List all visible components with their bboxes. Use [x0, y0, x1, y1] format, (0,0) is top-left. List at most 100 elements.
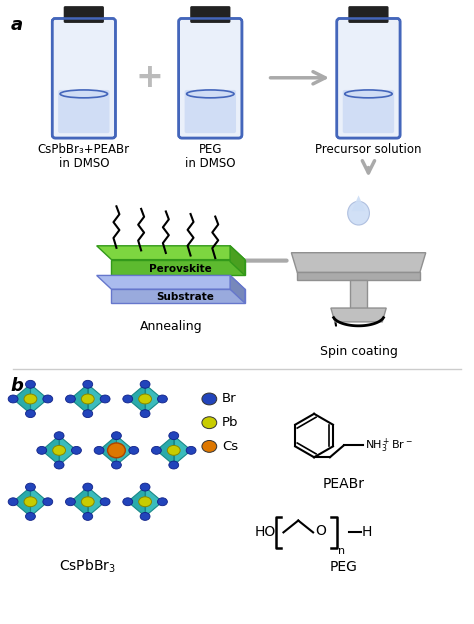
Text: PEG: PEG [199, 143, 222, 156]
Text: Annealing: Annealing [139, 320, 202, 333]
Ellipse shape [83, 410, 93, 417]
Ellipse shape [169, 432, 179, 440]
Polygon shape [88, 487, 105, 517]
FancyBboxPatch shape [184, 90, 236, 133]
Ellipse shape [202, 441, 217, 452]
Ellipse shape [140, 483, 150, 491]
Polygon shape [145, 384, 163, 414]
FancyBboxPatch shape [52, 19, 116, 138]
Ellipse shape [111, 461, 121, 469]
Ellipse shape [54, 432, 64, 440]
Text: in DMSO: in DMSO [185, 157, 236, 170]
Ellipse shape [139, 497, 152, 507]
FancyBboxPatch shape [343, 90, 394, 133]
Ellipse shape [26, 512, 36, 520]
Ellipse shape [54, 461, 64, 469]
Ellipse shape [348, 202, 369, 225]
Text: Substrate: Substrate [157, 292, 215, 302]
Text: HO: HO [255, 525, 276, 539]
Ellipse shape [24, 497, 37, 507]
Ellipse shape [100, 498, 110, 505]
Ellipse shape [111, 432, 121, 440]
Ellipse shape [82, 497, 94, 507]
Polygon shape [88, 384, 105, 414]
Ellipse shape [60, 90, 108, 98]
Polygon shape [42, 436, 59, 465]
Ellipse shape [83, 381, 93, 388]
Ellipse shape [167, 446, 180, 456]
FancyBboxPatch shape [58, 90, 109, 133]
Polygon shape [230, 275, 245, 303]
Text: a: a [11, 16, 23, 34]
Ellipse shape [43, 498, 53, 505]
Ellipse shape [100, 395, 110, 403]
FancyBboxPatch shape [179, 19, 242, 138]
Ellipse shape [83, 483, 93, 491]
Text: $\mathregular{CsPbBr_3}$: $\mathregular{CsPbBr_3}$ [59, 558, 116, 575]
Polygon shape [97, 275, 245, 290]
Ellipse shape [140, 381, 150, 388]
Text: Precursor solution: Precursor solution [315, 143, 422, 156]
Text: Spin coating: Spin coating [319, 344, 398, 358]
Polygon shape [145, 487, 163, 517]
Polygon shape [71, 384, 88, 414]
Polygon shape [350, 280, 367, 310]
Polygon shape [111, 260, 245, 275]
Text: CsPbBr₃+PEABr: CsPbBr₃+PEABr [38, 143, 130, 156]
Polygon shape [13, 487, 30, 517]
Ellipse shape [82, 394, 94, 404]
Ellipse shape [65, 498, 75, 505]
Ellipse shape [24, 394, 37, 404]
Ellipse shape [8, 395, 18, 403]
Text: Br: Br [222, 392, 237, 406]
Ellipse shape [202, 393, 217, 405]
Ellipse shape [186, 446, 196, 454]
Ellipse shape [53, 446, 65, 456]
Ellipse shape [139, 394, 152, 404]
Ellipse shape [94, 446, 104, 454]
FancyBboxPatch shape [190, 6, 230, 23]
Polygon shape [30, 384, 48, 414]
Text: Perovskite: Perovskite [149, 263, 212, 273]
Polygon shape [297, 273, 420, 280]
Polygon shape [174, 436, 191, 465]
Polygon shape [292, 253, 426, 273]
Ellipse shape [123, 498, 133, 505]
Polygon shape [97, 246, 245, 260]
Ellipse shape [108, 443, 125, 458]
Text: PEABr: PEABr [323, 477, 365, 491]
Polygon shape [30, 487, 48, 517]
Ellipse shape [140, 512, 150, 520]
Text: Cs: Cs [222, 440, 238, 453]
Ellipse shape [83, 512, 93, 520]
Text: Pb: Pb [222, 416, 239, 429]
FancyBboxPatch shape [64, 6, 104, 23]
Polygon shape [331, 308, 386, 322]
Ellipse shape [169, 461, 179, 469]
Ellipse shape [26, 483, 36, 491]
Text: b: b [11, 378, 24, 395]
Ellipse shape [129, 446, 139, 454]
Ellipse shape [157, 498, 167, 505]
Ellipse shape [43, 395, 53, 403]
Polygon shape [13, 384, 30, 414]
Ellipse shape [72, 446, 82, 454]
Polygon shape [117, 436, 134, 465]
Ellipse shape [8, 498, 18, 505]
Polygon shape [71, 487, 88, 517]
Ellipse shape [152, 446, 161, 454]
Ellipse shape [26, 410, 36, 417]
Text: +: + [135, 61, 163, 94]
Text: O: O [315, 524, 326, 539]
Ellipse shape [110, 446, 123, 456]
Polygon shape [156, 436, 174, 465]
Polygon shape [230, 246, 245, 275]
Ellipse shape [157, 395, 167, 403]
Text: n: n [338, 546, 345, 556]
Ellipse shape [202, 417, 217, 429]
Ellipse shape [37, 446, 47, 454]
Ellipse shape [65, 395, 75, 403]
Text: in DMSO: in DMSO [59, 157, 109, 170]
Ellipse shape [345, 90, 392, 98]
Polygon shape [111, 290, 245, 303]
